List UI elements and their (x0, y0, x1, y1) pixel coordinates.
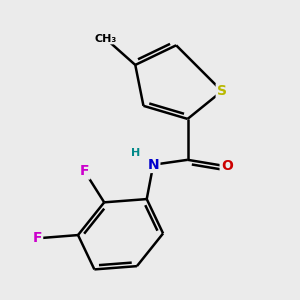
Text: N: N (148, 158, 159, 172)
Text: F: F (80, 164, 89, 178)
Text: H: H (131, 148, 140, 158)
Text: F: F (32, 231, 42, 245)
Text: O: O (221, 159, 233, 173)
Text: CH₃: CH₃ (95, 34, 117, 44)
Text: S: S (217, 84, 227, 98)
